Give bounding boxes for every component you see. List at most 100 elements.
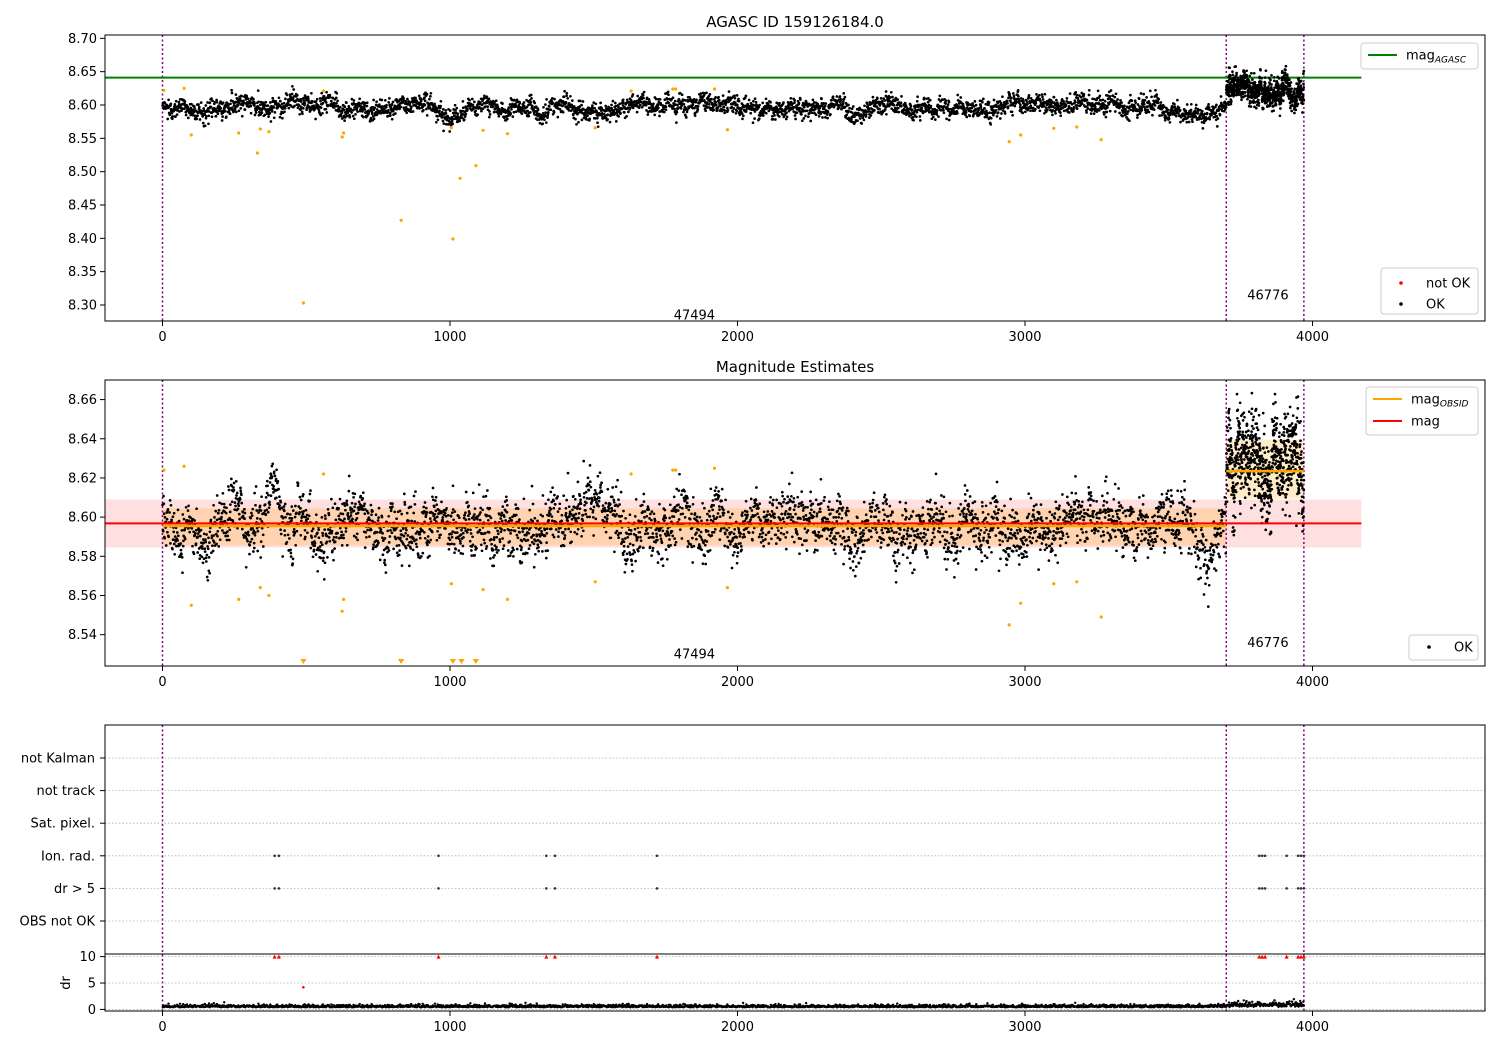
y-tick-label: 8.70 [68, 32, 97, 47]
data-point [610, 103, 613, 107]
data-point [600, 112, 604, 115]
data-point [351, 114, 355, 118]
data-point [196, 535, 200, 539]
data-point [740, 112, 744, 115]
data-point [290, 505, 294, 508]
data-point [272, 116, 276, 120]
data-point [1299, 79, 1303, 83]
data-point [442, 122, 446, 125]
data-point [264, 100, 268, 104]
data-point [237, 504, 241, 508]
data-point [538, 121, 542, 125]
data-point [163, 101, 167, 105]
data-point [987, 101, 991, 104]
data-point [1016, 89, 1020, 92]
data-point [278, 99, 282, 103]
data-point [440, 110, 444, 114]
data-point [645, 109, 648, 112]
data-point [1270, 73, 1273, 77]
data-point [300, 98, 303, 101]
data-point [1090, 102, 1094, 105]
data-point [1272, 75, 1276, 79]
data-point [1200, 109, 1204, 113]
data-point [1040, 93, 1044, 96]
data-point [394, 112, 397, 115]
data-point [577, 120, 580, 124]
data-point [455, 106, 459, 110]
data-point [1098, 94, 1102, 98]
data-point [212, 541, 216, 544]
data-point [298, 112, 302, 116]
data-point [723, 108, 726, 112]
data-point [184, 505, 188, 509]
data-point [267, 506, 271, 510]
data-point [1134, 101, 1137, 104]
data-point [903, 101, 907, 105]
data-point [188, 109, 192, 112]
data-point [964, 111, 968, 114]
data-point [835, 95, 839, 98]
data-point [299, 498, 303, 502]
data-point [809, 119, 813, 123]
y-tick-label: 8.55 [68, 132, 97, 147]
data-point [550, 96, 554, 100]
data-point [550, 99, 553, 103]
data-point [320, 549, 324, 553]
data-point [226, 530, 229, 533]
data-point [838, 95, 842, 98]
data-point [798, 106, 802, 110]
data-point [542, 105, 545, 109]
data-point [544, 103, 547, 106]
data-point [838, 106, 841, 109]
data-point [313, 544, 317, 548]
data-point [265, 112, 269, 116]
data-point [216, 529, 220, 533]
obsid-label: 46776 [1247, 289, 1288, 304]
data-point [1116, 98, 1119, 101]
data-point [677, 98, 681, 102]
data-point [370, 112, 374, 116]
data-point [1235, 71, 1238, 75]
data-point [843, 95, 847, 99]
data-point [891, 95, 894, 99]
data-point [525, 105, 529, 109]
data-point [562, 95, 566, 99]
data-point [565, 94, 568, 98]
data-point [551, 101, 555, 105]
data-point [193, 107, 196, 110]
data-point [1155, 93, 1159, 96]
data-point [330, 529, 334, 533]
data-point [814, 107, 817, 111]
data-point [1099, 138, 1103, 142]
data-point [234, 504, 237, 508]
data-point [656, 103, 660, 107]
data-point [169, 503, 173, 507]
data-point [183, 537, 187, 541]
data-point [466, 107, 469, 111]
data-point [979, 105, 983, 109]
data-point [350, 111, 353, 114]
data-point [1157, 97, 1161, 101]
data-point [606, 113, 610, 116]
data-point [280, 102, 284, 106]
data-point [841, 102, 845, 106]
data-point [707, 103, 711, 106]
data-point [272, 491, 275, 494]
data-point [1086, 107, 1090, 110]
data-point [172, 109, 176, 112]
data-point [229, 102, 232, 106]
data-point [735, 109, 739, 113]
data-point [268, 503, 272, 506]
data-point [653, 113, 657, 117]
data-point [546, 114, 550, 118]
data-point [474, 109, 478, 113]
data-point [394, 105, 398, 108]
data-point [708, 92, 712, 96]
data-point [448, 130, 452, 133]
data-point [1068, 111, 1071, 114]
data-point [1017, 94, 1020, 98]
data-point [1139, 92, 1143, 95]
data-point [251, 507, 255, 511]
data-point [799, 98, 802, 101]
data-point [1301, 94, 1305, 98]
